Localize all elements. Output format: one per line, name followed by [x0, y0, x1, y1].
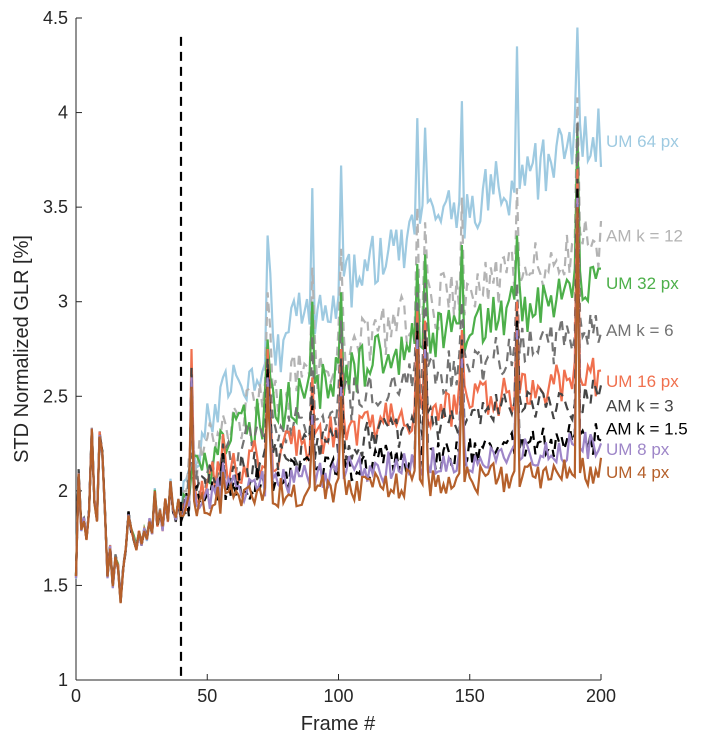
series-label: AM k = 3: [606, 397, 674, 416]
series-line-um-32-px: [74, 127, 601, 600]
axis-ticks: 0 50 100 150 200 1 1.5 2 2.5 3 3.5 4 4.5: [43, 8, 616, 706]
x-tick-label: 150: [455, 686, 485, 706]
series-line-um-4-px: [74, 207, 603, 604]
x-tick-label: 50: [197, 686, 217, 706]
series-label: AM k = 1.5: [606, 419, 688, 438]
series-label: UM 64 px: [606, 132, 679, 151]
y-tick-label: 1: [58, 670, 68, 690]
y-tick-label: 1.5: [43, 575, 68, 595]
series-label: AM k = 6: [606, 321, 674, 340]
x-tick-label: 200: [586, 686, 616, 706]
y-tick-label: 4: [58, 103, 68, 123]
x-axis-label: Frame #: [301, 713, 376, 735]
x-tick-label: 0: [71, 686, 81, 706]
series-label: UM 32 px: [606, 274, 679, 293]
series-label: UM 8 px: [606, 440, 670, 459]
y-tick-label: 3: [58, 292, 68, 312]
y-tick-label: 2: [58, 481, 68, 501]
series-labels: UM 64 px AM k = 12 UM 32 px AM k = 6 UM 16 p…: [606, 132, 688, 482]
y-axis-label: STD Normalized GLR [%]: [11, 235, 33, 463]
x-tick-label: 100: [323, 686, 353, 706]
series-label: UM 16 px: [606, 372, 679, 391]
series-lines: [74, 27, 603, 604]
plot-area: 0 50 100 150 200 1 1.5 2 2.5 3 3.5 4 4.5 UM 64 px AM …: [43, 8, 688, 706]
y-tick-label: 3.5: [43, 197, 68, 217]
series-label: UM 4 px: [606, 463, 670, 482]
series-label: AM k = 12: [606, 227, 683, 246]
y-tick-label: 2.5: [43, 386, 68, 406]
y-tick-label: 4.5: [43, 8, 68, 28]
